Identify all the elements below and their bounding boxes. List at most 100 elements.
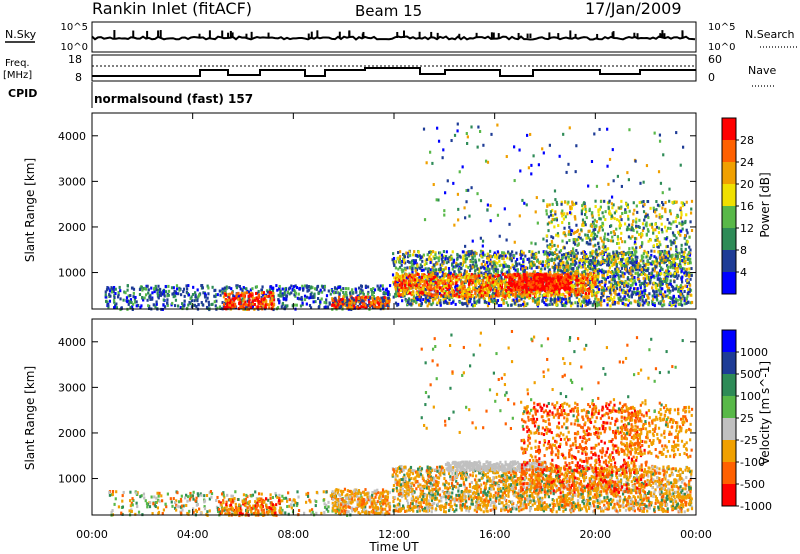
scatter-cell — [570, 287, 573, 291]
scatter-cell — [669, 296, 672, 300]
scatter-cell — [439, 269, 442, 273]
scatter-cell — [634, 300, 637, 304]
scatter-cell — [233, 297, 237, 301]
scatter-cell — [662, 292, 665, 296]
scatter-cell — [406, 291, 409, 295]
scatter-cell — [670, 304, 673, 308]
scatter-cell — [392, 295, 395, 299]
scatter-cell — [492, 282, 495, 286]
scatter-cell — [408, 280, 411, 284]
scatter-cell — [247, 290, 251, 294]
scatter-cell — [235, 286, 239, 290]
scatter-cell — [293, 293, 296, 297]
scatter-cell — [498, 276, 501, 280]
scatter-cell — [450, 287, 454, 291]
scatter-cell — [492, 300, 495, 304]
scatter-cell — [561, 270, 564, 274]
scatter-cell — [478, 276, 481, 280]
scatter-cell — [441, 256, 444, 260]
scatter-cell — [423, 280, 427, 284]
scatter-cell — [545, 287, 548, 291]
scatter-cell — [618, 277, 621, 281]
scatter-cell — [630, 266, 633, 270]
scatter-cell — [115, 302, 118, 306]
scatter-cell — [462, 290, 465, 294]
scatter-cell — [229, 299, 232, 303]
scatter-cell — [601, 273, 604, 277]
scatter-cell — [668, 301, 672, 305]
scatter-cell — [537, 250, 540, 254]
scatter-cell — [528, 296, 531, 300]
nave-tick-bottom: 0 — [708, 71, 715, 84]
scatter-cell — [411, 259, 414, 263]
scatter-cell — [497, 294, 500, 298]
scatter-cell — [224, 293, 228, 297]
scatter-cell — [186, 287, 189, 291]
scatter-cell — [686, 279, 689, 283]
scatter-cell — [650, 262, 653, 266]
scatter-cell — [568, 300, 571, 304]
scatter-cell — [327, 289, 330, 293]
scatter-cell — [443, 280, 446, 284]
scatter-cell — [578, 287, 581, 291]
scatter-cell — [491, 264, 494, 268]
scatter-cell — [394, 277, 397, 281]
scatter-cell — [461, 292, 464, 296]
scatter-cell — [288, 292, 291, 296]
scatter-cell — [418, 278, 421, 282]
scatter-cell — [282, 296, 285, 300]
scatter-cell — [515, 264, 518, 268]
scatter-cell — [496, 269, 500, 273]
scatter-cell — [688, 287, 691, 291]
scatter-cell — [658, 273, 661, 277]
scatter-cell — [621, 271, 624, 275]
scatter-cell — [662, 299, 665, 303]
scatter-cell — [616, 293, 619, 297]
scatter-cell — [519, 303, 523, 307]
scatter-cell — [525, 271, 528, 275]
scatter-cell — [263, 294, 267, 298]
scatter-cell — [286, 290, 289, 294]
scatter-cell — [602, 291, 606, 295]
scatter-cell — [640, 273, 643, 277]
scatter-cell — [147, 291, 150, 295]
scatter-cell — [516, 272, 519, 276]
scatter-cell — [193, 291, 197, 295]
scatter-cell — [606, 252, 609, 256]
scatter-cell — [435, 292, 438, 296]
scatter-cell — [492, 270, 496, 274]
scatter-cell — [535, 291, 539, 295]
scatter-cell — [611, 262, 615, 266]
scatter-cell — [600, 288, 603, 292]
scatter-cell — [561, 293, 564, 297]
scatter-cell — [151, 291, 154, 295]
scatter-cell — [614, 292, 617, 296]
scatter-cell — [129, 306, 132, 310]
scatter-cell — [465, 292, 468, 296]
scatter-cell — [586, 281, 589, 285]
scatter-cell — [680, 250, 683, 254]
scatter-cell — [440, 281, 443, 285]
scatter-cell — [564, 276, 567, 280]
scatter-cell — [398, 294, 401, 298]
scatter-cell — [213, 289, 216, 293]
scatter-cell — [456, 252, 459, 256]
scatter-cell — [149, 297, 152, 301]
scatter-cell — [580, 300, 584, 304]
scatter-cell — [523, 289, 527, 293]
scatter-cell — [515, 296, 518, 300]
scatter-cell — [444, 289, 447, 293]
scatter-cell — [641, 270, 645, 274]
scatter-cell — [621, 254, 624, 258]
scatter-cell — [351, 306, 354, 310]
scatter-cell — [415, 291, 418, 295]
scatter-cell — [634, 287, 637, 291]
scatter-cell — [579, 285, 583, 289]
scatter-cell — [507, 268, 511, 272]
scatter-cell — [562, 265, 565, 269]
scatter-cell — [510, 292, 513, 296]
scatter-cell — [114, 305, 117, 309]
scatter-cell — [522, 251, 525, 255]
scatter-cell — [453, 270, 456, 274]
scatter-cell — [611, 288, 614, 292]
